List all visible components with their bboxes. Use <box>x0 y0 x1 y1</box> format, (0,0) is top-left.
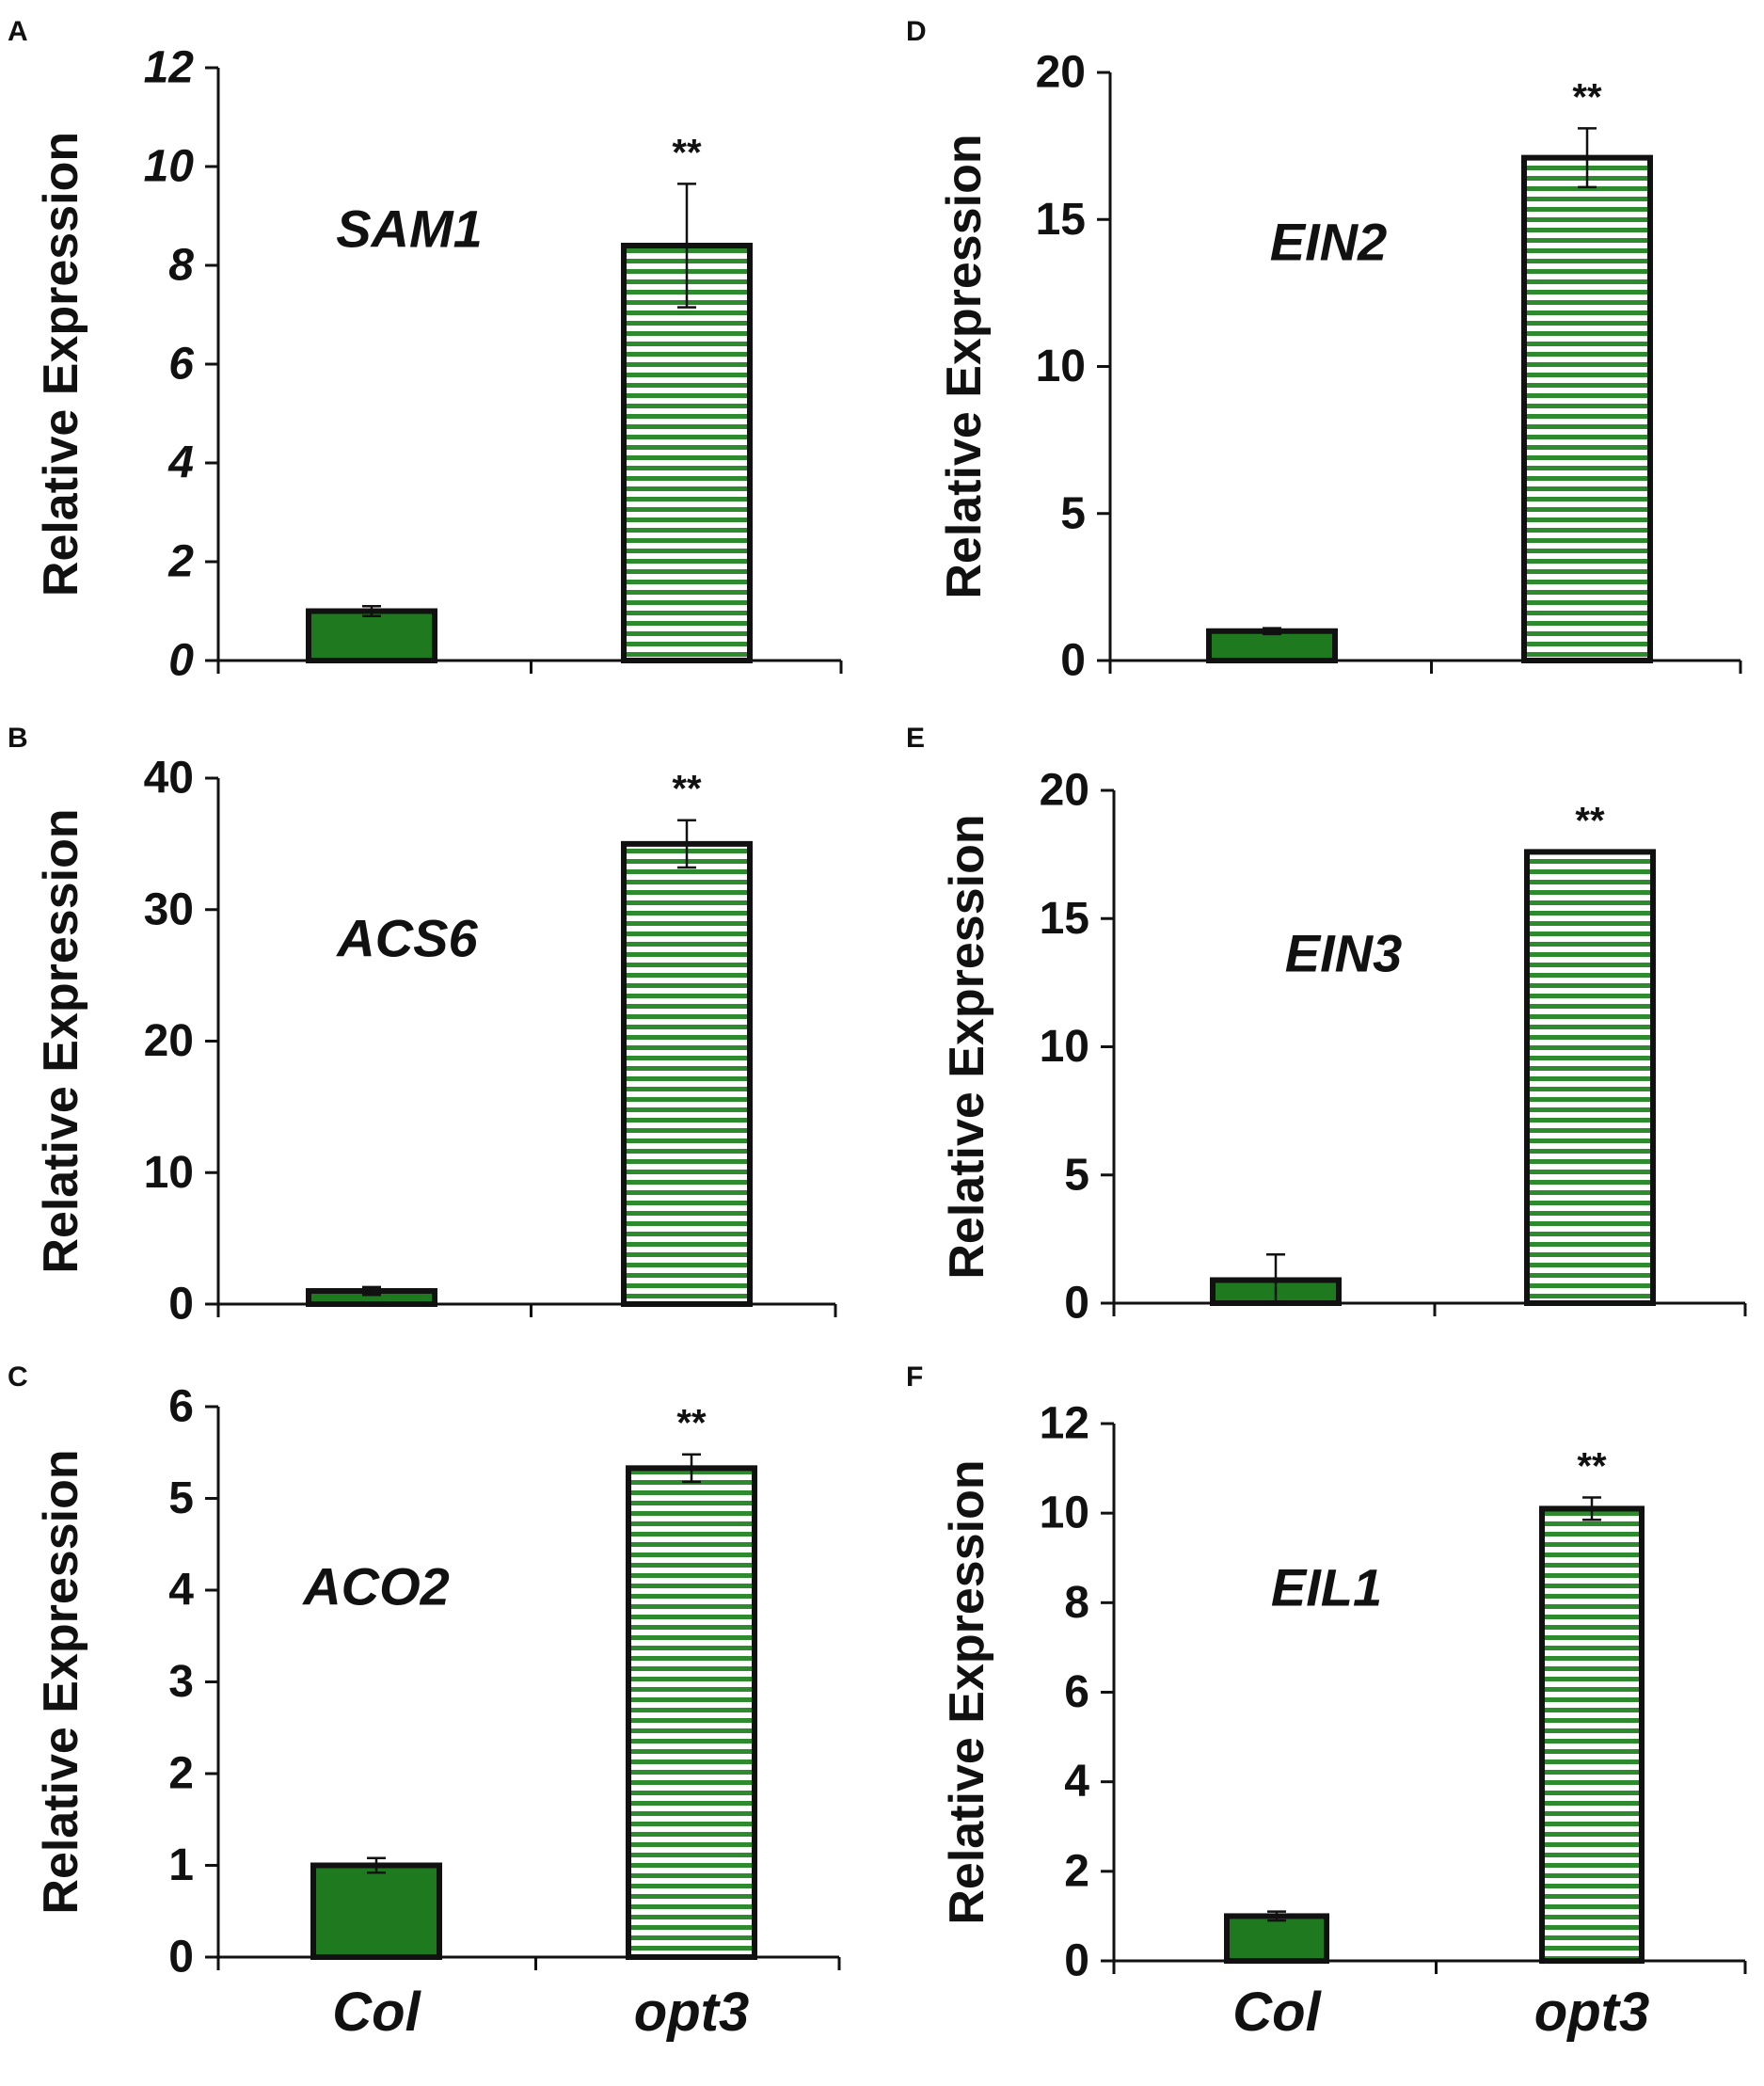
y-axis-label: Relative Expression <box>34 1449 88 1914</box>
panel-b: B 0 10 20 30 40 Relative Expression ACS6 ** <box>8 723 837 1330</box>
y-tick-label: 1 <box>168 1840 194 1890</box>
y-tick-label: 15 <box>1040 894 1089 944</box>
panel-letter: C <box>8 1361 28 1393</box>
panel-a: A 0 2 4 6 8 10 12 Relative Expression SAM1 ** <box>8 16 843 686</box>
y-tick-label: 15 <box>1036 195 1086 245</box>
y-tick-label: 20 <box>1040 766 1089 816</box>
gene-label: SAM1 <box>336 199 483 259</box>
y-tick-label: 6 <box>1064 1667 1089 1717</box>
significance-marker: ** <box>676 1403 707 1444</box>
y-tick-label: 10 <box>1040 1489 1089 1538</box>
y-tick-label: 0 <box>168 1933 194 1982</box>
bar-col <box>1206 628 1338 663</box>
y-tick-label: 2 <box>168 1749 194 1799</box>
panel-letter: B <box>8 723 28 754</box>
y-axis-label: Relative Expression <box>34 132 88 597</box>
y-tick-label: 10 <box>144 142 195 192</box>
y-tick-label: 4 <box>168 1566 194 1616</box>
y-tick-label: 10 <box>144 1148 194 1198</box>
y-tick-label: 0 <box>168 636 194 686</box>
x-category-label: Col <box>332 1982 421 2043</box>
y-tick-label: 5 <box>1064 1150 1089 1200</box>
y-tick-label: 20 <box>1036 48 1086 98</box>
panel-letter: D <box>906 16 927 47</box>
gene-label: EIN3 <box>1285 924 1403 983</box>
y-tick-label: 4 <box>167 438 194 488</box>
y-tick-label: 5 <box>168 1473 194 1523</box>
bar-opt3 <box>1539 1505 1645 1964</box>
y-tick-label: 12 <box>1040 1399 1089 1449</box>
panel-letter: E <box>906 723 925 754</box>
y-tick-label: 8 <box>168 241 194 291</box>
y-tick-label: 0 <box>168 1280 194 1330</box>
panel-letter: A <box>8 16 28 47</box>
gene-label: ACO2 <box>301 1557 450 1616</box>
gene-label: EIL1 <box>1271 1558 1382 1617</box>
y-tick-label: 2 <box>1064 1846 1089 1896</box>
bar-opt3 <box>621 840 753 1307</box>
bar-opt3 <box>1524 849 1656 1307</box>
bar-opt3 <box>1521 154 1653 663</box>
y-tick-label: 3 <box>168 1657 194 1707</box>
y-tick-label: 6 <box>168 340 194 390</box>
x-category-label: opt3 <box>1534 1982 1649 2043</box>
y-axis-label: Relative Expression <box>937 134 992 598</box>
y-axis-label: Relative Expression <box>940 1459 994 1924</box>
significance-marker: ** <box>1575 800 1605 841</box>
y-tick-label: 40 <box>144 754 194 804</box>
y-tick-label: 10 <box>1036 342 1086 391</box>
panel-e: E 0 5 10 15 20 Relative Expression EIN3 ** <box>906 723 1747 1329</box>
y-tick-label: 8 <box>1064 1578 1089 1628</box>
bar-col <box>306 608 437 663</box>
bar-col <box>1224 1913 1329 1964</box>
gene-label: EIN2 <box>1270 213 1388 272</box>
bar-opt3 <box>626 1465 757 1960</box>
y-tick-label: 0 <box>1064 1279 1089 1329</box>
y-tick-label: 30 <box>144 884 194 934</box>
significance-marker: ** <box>1577 1446 1607 1488</box>
x-category-label: Col <box>1232 1982 1322 2043</box>
y-tick-label: 20 <box>144 1016 194 1066</box>
significance-marker: ** <box>1572 76 1602 118</box>
y-tick-label: 2 <box>167 537 194 587</box>
y-tick-label: 5 <box>1060 488 1086 538</box>
significance-marker: ** <box>672 132 702 173</box>
bar-col <box>310 1862 442 1960</box>
bar-opt3 <box>621 243 753 663</box>
panel-letter: F <box>906 1361 923 1393</box>
y-axis-label: Relative Expression <box>940 814 994 1279</box>
gene-label: ACS6 <box>335 909 478 968</box>
y-tick-label: 12 <box>144 43 195 93</box>
y-tick-label: 10 <box>1040 1022 1089 1072</box>
y-tick-label: 6 <box>168 1382 194 1432</box>
significance-marker: ** <box>672 769 702 810</box>
panel-f: F 0 2 4 6 8 10 12 Relative Expression EIL1 ** Col op… <box>906 1361 1747 2043</box>
y-tick-label: 0 <box>1060 636 1086 686</box>
y-tick-label: 0 <box>1064 1936 1089 1986</box>
panel-c: C 0 1 2 3 4 5 6 Relative Expression ACO2 ** Col opt3 <box>8 1361 841 2043</box>
y-axis-label: Relative Expression <box>34 808 88 1273</box>
y-tick-label: 4 <box>1064 1757 1089 1807</box>
x-category-label: opt3 <box>634 1982 749 2043</box>
panel-d: D 0 5 10 15 20 Relative Expression EIN2 ** <box>906 16 1742 686</box>
